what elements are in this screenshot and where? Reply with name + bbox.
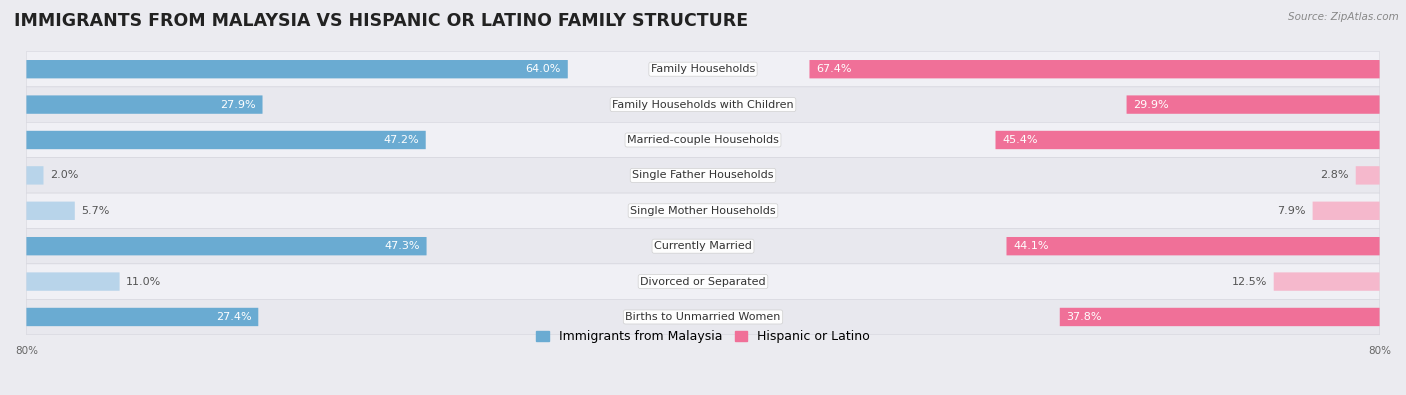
Text: Single Mother Households: Single Mother Households xyxy=(630,206,776,216)
Text: 2.0%: 2.0% xyxy=(51,170,79,181)
Text: 27.9%: 27.9% xyxy=(221,100,256,109)
Text: 67.4%: 67.4% xyxy=(817,64,852,74)
FancyBboxPatch shape xyxy=(27,264,1379,299)
Legend: Immigrants from Malaysia, Hispanic or Latino: Immigrants from Malaysia, Hispanic or La… xyxy=(536,330,870,343)
Text: 45.4%: 45.4% xyxy=(1002,135,1038,145)
FancyBboxPatch shape xyxy=(27,166,44,184)
Text: IMMIGRANTS FROM MALAYSIA VS HISPANIC OR LATINO FAMILY STRUCTURE: IMMIGRANTS FROM MALAYSIA VS HISPANIC OR … xyxy=(14,12,748,30)
FancyBboxPatch shape xyxy=(995,131,1379,149)
FancyBboxPatch shape xyxy=(1313,201,1379,220)
Text: Births to Unmarried Women: Births to Unmarried Women xyxy=(626,312,780,322)
FancyBboxPatch shape xyxy=(1274,273,1379,291)
FancyBboxPatch shape xyxy=(27,96,263,114)
Text: Divorced or Separated: Divorced or Separated xyxy=(640,276,766,287)
Text: Currently Married: Currently Married xyxy=(654,241,752,251)
Text: 47.2%: 47.2% xyxy=(384,135,419,145)
FancyBboxPatch shape xyxy=(27,299,1379,335)
Text: 27.4%: 27.4% xyxy=(215,312,252,322)
Text: 47.3%: 47.3% xyxy=(384,241,420,251)
Text: Single Father Households: Single Father Households xyxy=(633,170,773,181)
FancyBboxPatch shape xyxy=(27,87,1379,122)
Text: 64.0%: 64.0% xyxy=(526,64,561,74)
Text: Married-couple Households: Married-couple Households xyxy=(627,135,779,145)
Text: 29.9%: 29.9% xyxy=(1133,100,1168,109)
Text: 44.1%: 44.1% xyxy=(1014,241,1049,251)
FancyBboxPatch shape xyxy=(27,193,1379,228)
FancyBboxPatch shape xyxy=(27,122,1379,158)
FancyBboxPatch shape xyxy=(27,308,259,326)
FancyBboxPatch shape xyxy=(27,60,568,78)
FancyBboxPatch shape xyxy=(27,228,1379,264)
FancyBboxPatch shape xyxy=(27,201,75,220)
FancyBboxPatch shape xyxy=(27,273,120,291)
FancyBboxPatch shape xyxy=(27,51,1379,87)
Text: 11.0%: 11.0% xyxy=(127,276,162,287)
FancyBboxPatch shape xyxy=(1355,166,1379,184)
FancyBboxPatch shape xyxy=(1126,96,1379,114)
Text: 12.5%: 12.5% xyxy=(1232,276,1267,287)
Text: Source: ZipAtlas.com: Source: ZipAtlas.com xyxy=(1288,12,1399,22)
Text: Family Households: Family Households xyxy=(651,64,755,74)
FancyBboxPatch shape xyxy=(27,131,426,149)
FancyBboxPatch shape xyxy=(1007,237,1379,256)
Text: Family Households with Children: Family Households with Children xyxy=(612,100,794,109)
FancyBboxPatch shape xyxy=(27,237,426,256)
Text: 5.7%: 5.7% xyxy=(82,206,110,216)
Text: 37.8%: 37.8% xyxy=(1067,312,1102,322)
FancyBboxPatch shape xyxy=(810,60,1379,78)
FancyBboxPatch shape xyxy=(1060,308,1379,326)
Text: 2.8%: 2.8% xyxy=(1320,170,1350,181)
Text: 7.9%: 7.9% xyxy=(1278,206,1306,216)
FancyBboxPatch shape xyxy=(27,158,1379,193)
